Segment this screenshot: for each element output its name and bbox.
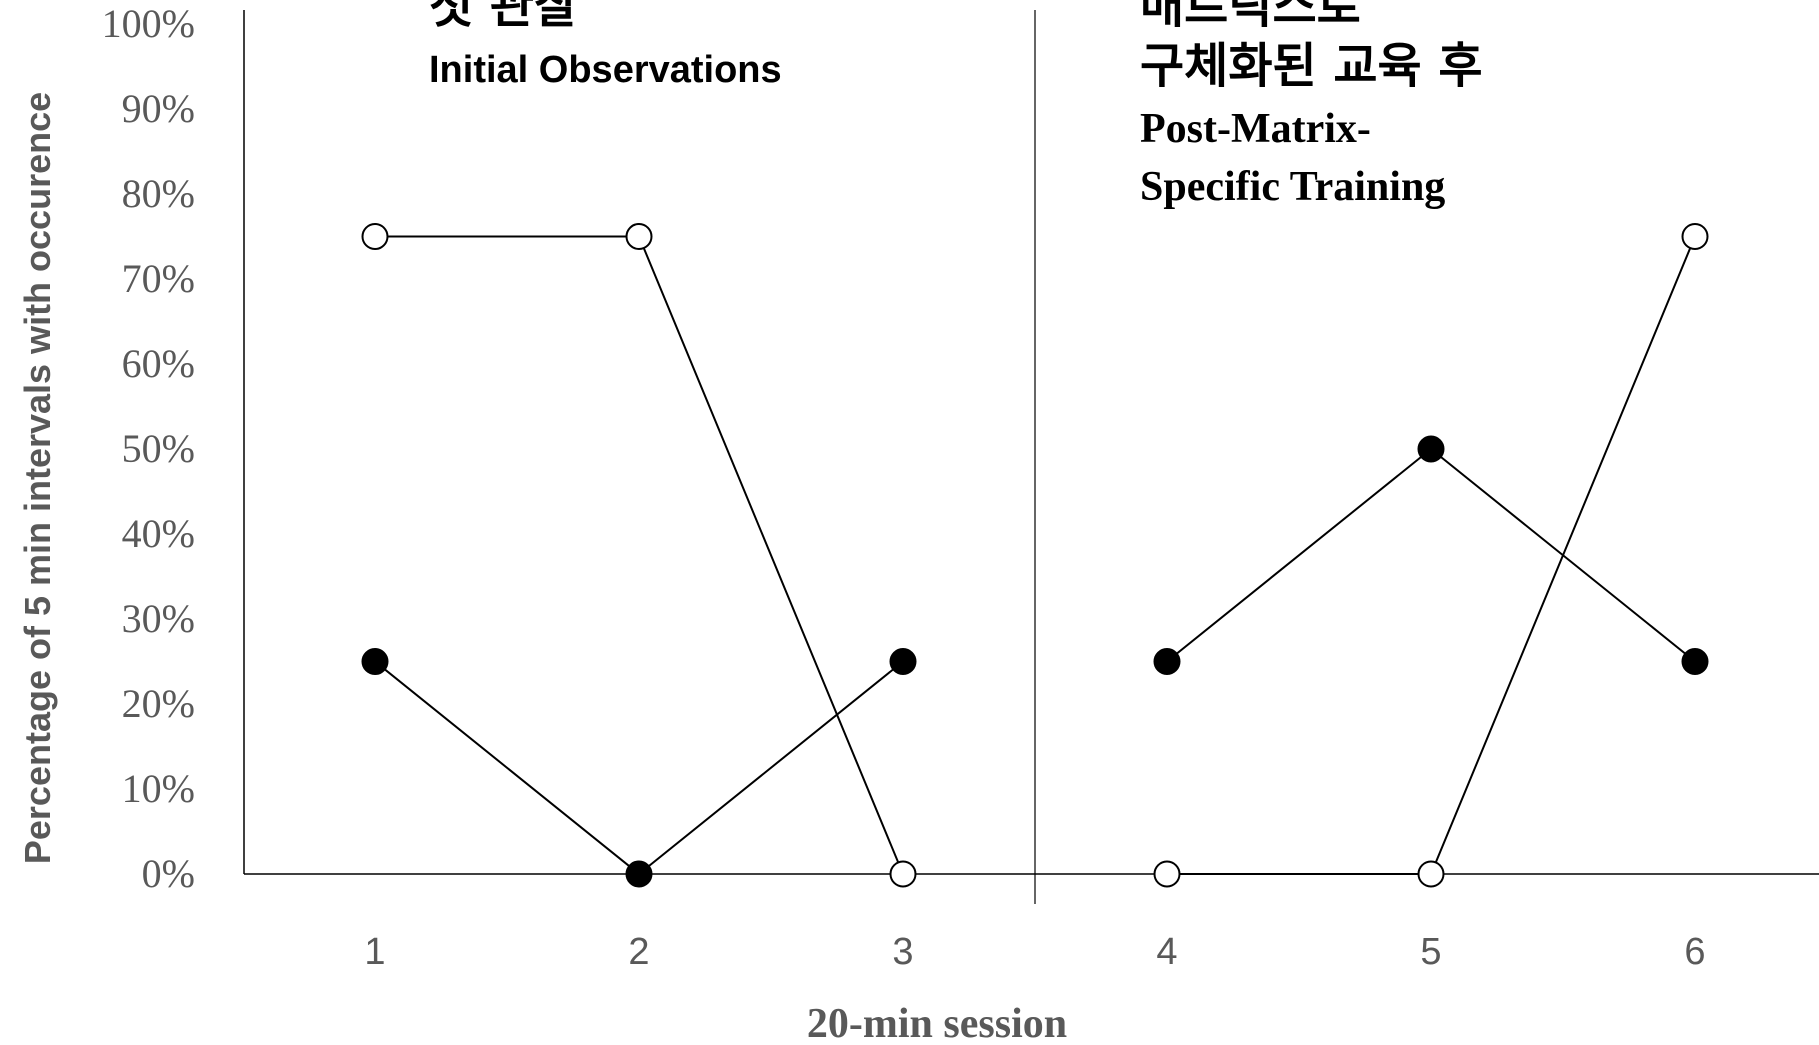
filled-series-point <box>1681 648 1709 675</box>
open-series-point <box>1417 860 1445 888</box>
x-tick-label: 1 <box>364 931 385 973</box>
filled-series-line <box>374 660 904 876</box>
filled-series-point <box>1417 435 1445 463</box>
x-tick-label: 2 <box>628 931 649 973</box>
x-axis-title: 20-min session <box>807 1001 1067 1045</box>
filled-series-point <box>625 860 653 888</box>
y-tick-label: 100% <box>102 1 195 46</box>
phase-2-english-label-line2: Specific Training <box>1140 164 1445 210</box>
open-series-point <box>361 223 389 250</box>
y-tick-label: 0% <box>142 851 195 896</box>
open-series-point <box>889 860 917 888</box>
y-tick-label: 50% <box>122 426 195 471</box>
phase-2-english-label: Post-Matrix- <box>1140 106 1371 152</box>
y-tick-label: 20% <box>122 681 195 726</box>
phase-2-korean-label-line2: 구체화된 교육 후 <box>1140 38 1483 94</box>
y-tick-label: 70% <box>122 256 195 301</box>
phase-1-korean-label: 첫 관찰 <box>429 0 578 34</box>
x-tick-label: 4 <box>1156 931 1177 973</box>
phase-1-english-label: Initial Observations <box>429 49 782 91</box>
filled-series-line <box>1166 447 1696 663</box>
x-tick-label: 6 <box>1684 931 1705 973</box>
y-tick-label: 90% <box>122 86 195 131</box>
y-tick-label: 30% <box>122 596 195 641</box>
filled-series-point <box>361 648 389 675</box>
x-tick-label: 3 <box>892 931 913 973</box>
filled-series-point <box>1153 648 1181 675</box>
open-series-point <box>1681 223 1709 250</box>
x-tick-label: 5 <box>1420 931 1441 973</box>
open-series-point <box>625 223 653 250</box>
y-axis-title: Percentage of 5 min intervals with occur… <box>17 92 58 864</box>
y-tick-label: 80% <box>122 171 195 216</box>
open-series-line <box>1167 236 1696 875</box>
y-tick-label: 40% <box>122 511 195 556</box>
y-tick-label: 60% <box>122 341 195 386</box>
y-tick-label: 10% <box>122 766 195 811</box>
filled-series-point <box>889 648 917 675</box>
open-series-point <box>1153 860 1181 888</box>
phase-2-korean-label: 매트릭스로 <box>1140 0 1361 34</box>
open-series-line <box>375 235 904 875</box>
